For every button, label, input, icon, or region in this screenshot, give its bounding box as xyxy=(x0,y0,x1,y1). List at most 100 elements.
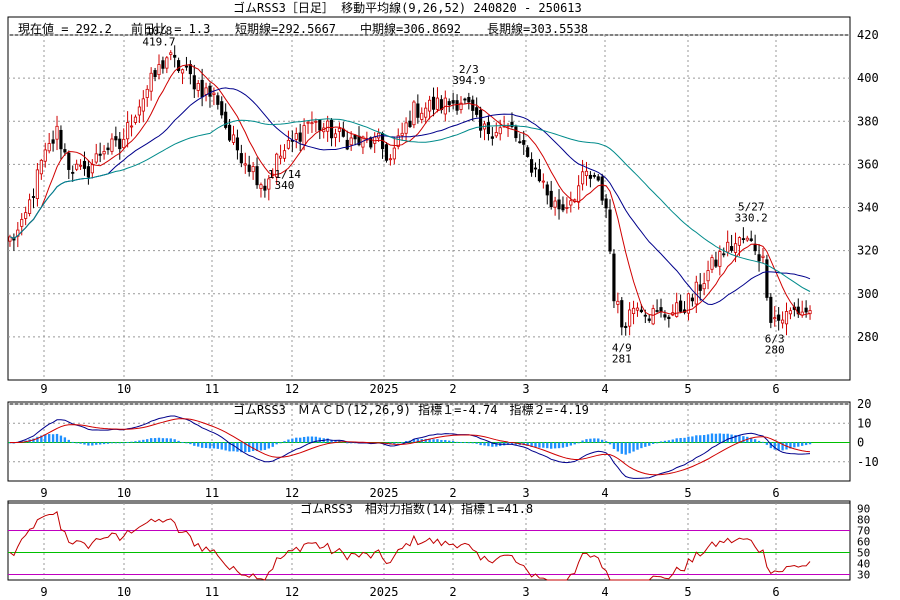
macd-histogram-bar xyxy=(259,442,263,451)
macd-histogram-bar xyxy=(173,439,176,443)
candle-body xyxy=(282,150,287,159)
mid-ma-label: 中期線=306.8692 xyxy=(360,22,462,36)
macd-histogram-bar xyxy=(722,433,725,443)
candle-body xyxy=(479,109,483,131)
candle-body xyxy=(275,153,279,178)
macd-histogram-bar xyxy=(326,438,329,443)
trough-date-label: 4/9 xyxy=(612,341,632,354)
candle-body xyxy=(416,103,420,118)
candle-body xyxy=(451,100,455,104)
macd-histogram-bar xyxy=(330,439,333,443)
macd-histogram-bar xyxy=(36,436,39,443)
candle-body xyxy=(110,138,114,152)
macd-histogram-bar xyxy=(448,440,451,443)
macd-histogram-bar xyxy=(612,442,616,449)
candle-body xyxy=(94,153,98,163)
candle-body xyxy=(235,137,240,151)
macd-histogram-bar xyxy=(212,442,216,449)
candle-body xyxy=(59,129,63,150)
macd-histogram-bar xyxy=(801,442,804,446)
macd-histogram-bar xyxy=(546,442,549,449)
candle-body xyxy=(428,99,432,112)
macd-histogram-bar xyxy=(114,442,118,444)
x-month-label-top: 11 xyxy=(205,382,219,396)
macd-histogram-bar xyxy=(667,440,671,443)
candle-body xyxy=(39,159,43,175)
candle-body xyxy=(294,133,298,140)
ma-long-line xyxy=(9,118,811,292)
candle-body xyxy=(530,159,534,173)
change-label: 前日比 = 1.3 xyxy=(131,22,211,36)
candle-body xyxy=(106,147,110,151)
candle-body xyxy=(337,128,341,132)
macd-histogram-bar xyxy=(506,442,510,445)
long-ma-label: 長期線=303.5538 xyxy=(487,22,589,36)
candle-body xyxy=(537,169,542,182)
candle-body xyxy=(745,237,749,241)
candle-body xyxy=(278,155,283,159)
candle-body xyxy=(522,140,526,145)
candle-body xyxy=(200,79,204,98)
candle-body xyxy=(388,158,392,161)
trough-date-label: 11/14 xyxy=(268,168,301,181)
candle-body xyxy=(247,164,251,172)
macd-header: ゴムRSS3 ＭＡＣＤ(12,26,9) 指標１=-4.74 指標２=-4.19 xyxy=(233,402,589,417)
candle-body xyxy=(345,139,349,150)
x-month-label-mid: 6 xyxy=(772,486,779,500)
main-pane-frame xyxy=(7,16,851,381)
macd-histogram-bar xyxy=(436,439,439,443)
macd-histogram-bar xyxy=(585,439,588,443)
macd-histogram-bar xyxy=(597,438,600,443)
macd-histogram-bar xyxy=(742,436,745,443)
macd-histogram-bar xyxy=(165,438,169,443)
macd-histogram-bar xyxy=(553,442,557,449)
candle-body xyxy=(267,178,271,190)
macd-histogram-bar xyxy=(83,442,86,445)
macd-histogram-bar xyxy=(695,435,698,443)
candle-body xyxy=(612,253,616,302)
candle-body xyxy=(580,171,585,185)
candle-body xyxy=(635,307,640,311)
macd-histogram-bar xyxy=(299,437,302,443)
candle-body xyxy=(498,127,502,135)
rsi-line xyxy=(9,510,811,581)
candle-body xyxy=(188,64,192,75)
macd-line xyxy=(9,415,811,479)
macd-histogram-bar xyxy=(177,440,180,443)
candle-body xyxy=(75,163,79,170)
macd-histogram-bar xyxy=(765,442,769,445)
candle-body xyxy=(541,180,545,183)
candle-body xyxy=(173,54,177,58)
candle-body xyxy=(224,111,228,128)
candle-body xyxy=(8,236,12,242)
rsi-tick-label: 60 xyxy=(857,536,870,549)
macd-histogram-bar xyxy=(224,442,227,451)
macd-histogram-bar xyxy=(349,442,353,444)
macd-histogram-bar xyxy=(600,439,604,443)
x-month-label-mid: 11 xyxy=(205,486,219,500)
x-month-label-mid: 2025 xyxy=(370,486,399,500)
candle-body xyxy=(204,87,208,95)
x-month-label-bottom: 2 xyxy=(449,585,456,599)
macd-histogram-bar xyxy=(530,442,533,447)
macd-histogram-bar xyxy=(714,433,718,443)
macd-histogram-bar xyxy=(236,442,239,452)
macd-histogram-bar xyxy=(797,442,800,447)
macd-histogram-bar xyxy=(318,437,321,443)
x-month-label-top: 10 xyxy=(117,382,131,396)
x-month-label-mid: 5 xyxy=(684,486,691,500)
macd-histogram-bar xyxy=(808,442,812,445)
macd-histogram-bar xyxy=(487,442,490,447)
macd-histogram-bar xyxy=(126,441,129,443)
macd-histogram-bar xyxy=(636,442,639,450)
macd-histogram-bar xyxy=(604,441,608,443)
macd-histogram-bar xyxy=(565,442,569,447)
candle-body xyxy=(298,132,302,142)
macd-histogram-bar xyxy=(679,437,682,443)
candle-body xyxy=(596,176,600,181)
macd-histogram-bar xyxy=(663,440,667,443)
candle-body xyxy=(400,132,404,136)
macd-histogram-bar xyxy=(32,438,35,443)
candle-body xyxy=(569,200,573,206)
